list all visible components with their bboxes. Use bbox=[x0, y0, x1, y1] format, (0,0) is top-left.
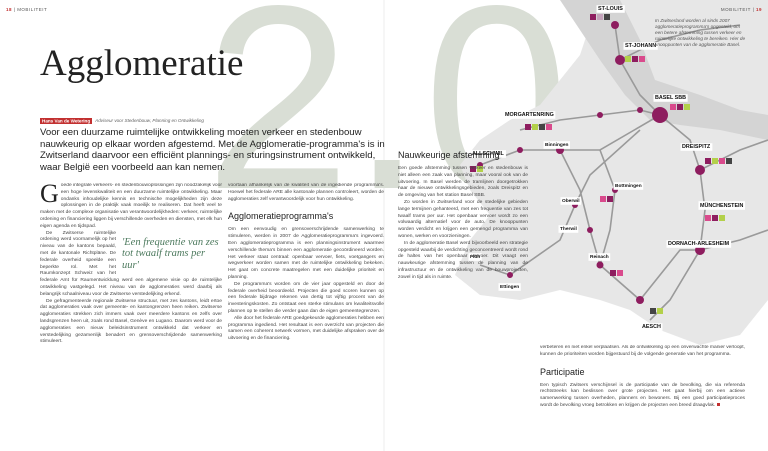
map-label: AESCH bbox=[642, 324, 661, 330]
paragraph: In de agglomeratie Basel werd bijvoorbee… bbox=[398, 240, 528, 280]
page-number: 19 bbox=[755, 7, 762, 12]
map bbox=[455, 0, 768, 345]
lead-paragraph: Voor een duurzame ruimtelijke ontwikkeli… bbox=[40, 127, 385, 173]
map-label-box bbox=[653, 94, 688, 102]
map-label-box bbox=[468, 253, 482, 261]
map-label: ALLSCHWIL bbox=[472, 151, 504, 157]
map-labels: ST-LOUIS ST-JOHANN MORGARTENRING BASEL SBB A… bbox=[468, 5, 746, 331]
map-river bbox=[560, 0, 768, 140]
paragraph: Alle door het federale ARE goedgekeurde … bbox=[228, 315, 384, 342]
column-4: verbeteren en niet enkel verplaatsen. Al… bbox=[540, 345, 745, 445]
column-2: voortaan afhankelijk van de kwaliteit va… bbox=[228, 183, 384, 445]
paragraph: voortaan afhankelijk van de kwaliteit va… bbox=[228, 183, 384, 202]
map-label: Reinach bbox=[590, 254, 609, 260]
map-label: Ettingen bbox=[500, 284, 519, 290]
paragraph: Een typisch Zwitsers verschijnsel is de … bbox=[540, 383, 745, 410]
map-label-box bbox=[470, 150, 506, 158]
paragraph: Een goede afstemming tussen verkeer en s… bbox=[398, 166, 528, 199]
map-label: BASEL SBB bbox=[655, 95, 686, 101]
author-role: Adviseur voor Stedenbouw, Planning en On… bbox=[95, 118, 204, 123]
icons bbox=[470, 14, 732, 314]
page-header-left: 18 | MOBILITEIT bbox=[6, 7, 48, 12]
article-title: Agglomeratie bbox=[40, 43, 244, 84]
map-label: Oberwil bbox=[562, 198, 580, 204]
map-label: MÜNCHENSTEIN bbox=[700, 202, 744, 209]
map-label-box bbox=[640, 323, 663, 331]
map-label: MORGARTENRING bbox=[505, 112, 554, 118]
section-heading: Agglomeratieprogramma's bbox=[228, 211, 334, 222]
column-1: Goede integrale verkeers- en stedenbouwo… bbox=[40, 183, 222, 445]
paragraph: Zo worden in Zwitserland voor de stedeli… bbox=[398, 199, 528, 239]
section-heading: Participatie bbox=[540, 366, 585, 377]
map-label-box bbox=[503, 111, 556, 119]
map-label-box bbox=[666, 240, 732, 248]
map-label: Therwil bbox=[560, 226, 577, 232]
map-label-box bbox=[613, 182, 644, 190]
section-name: MOBILITEIT bbox=[720, 7, 751, 12]
map-label-box bbox=[596, 5, 625, 13]
map-label-box bbox=[698, 201, 746, 210]
page-header-right: MOBILITEIT | 19 bbox=[720, 7, 762, 12]
map-label: Bottmingen bbox=[615, 183, 642, 189]
paragraph: De gefragmenteerde regionale Zwitserse s… bbox=[40, 298, 222, 345]
end-mark bbox=[717, 402, 721, 406]
map-label: ST-JOHANN bbox=[625, 43, 656, 49]
map-label-box bbox=[680, 143, 713, 151]
paragraph: De programma's worden om de vier jaar op… bbox=[228, 281, 384, 314]
map-label-box bbox=[498, 283, 521, 291]
paragraph: Goede integrale verkeers- en stedenbouwo… bbox=[40, 183, 222, 229]
map-label: ST-LOUIS bbox=[598, 6, 623, 12]
paragraph: Om een eenvoudig en grensoverschrijdende… bbox=[228, 227, 384, 280]
map-label: DREISPITZ bbox=[682, 144, 711, 150]
section-name: MOBILITEIT bbox=[17, 7, 48, 12]
map-label-box bbox=[623, 42, 658, 50]
map-label-box bbox=[558, 225, 579, 233]
map-caption: In Zwitserland worden al sinds 2007 aggl… bbox=[655, 18, 746, 47]
pull-quote: 'Een frequentie van zes tot twaalf trams… bbox=[122, 236, 219, 271]
author: Hans Van de Wetering bbox=[40, 117, 93, 124]
map-label: Binningen bbox=[545, 142, 569, 148]
paragraph: De Zwitserse ruimtelijke ordening werd v… bbox=[40, 230, 222, 297]
map-label: Flüh bbox=[470, 254, 480, 260]
map-label-box bbox=[560, 197, 582, 205]
map-label-box bbox=[543, 141, 571, 149]
paragraph: verbeteren en niet enkel verplaatsen. Al… bbox=[540, 345, 745, 357]
section-heading: Nauwkeurige afstemming bbox=[398, 150, 500, 160]
page-number: 18 bbox=[6, 7, 13, 12]
paragraph-text: Een typisch Zwitsers verschijnsel is de … bbox=[540, 382, 745, 408]
map-label-box bbox=[588, 253, 611, 261]
byline: Hans Van de Wetering Adviseur voor Steden… bbox=[40, 117, 204, 124]
map-label: DORNACH-ARLESHEIM bbox=[668, 241, 730, 247]
column-3: Nauwkeurige afstemming Een goede afstemm… bbox=[398, 150, 528, 445]
